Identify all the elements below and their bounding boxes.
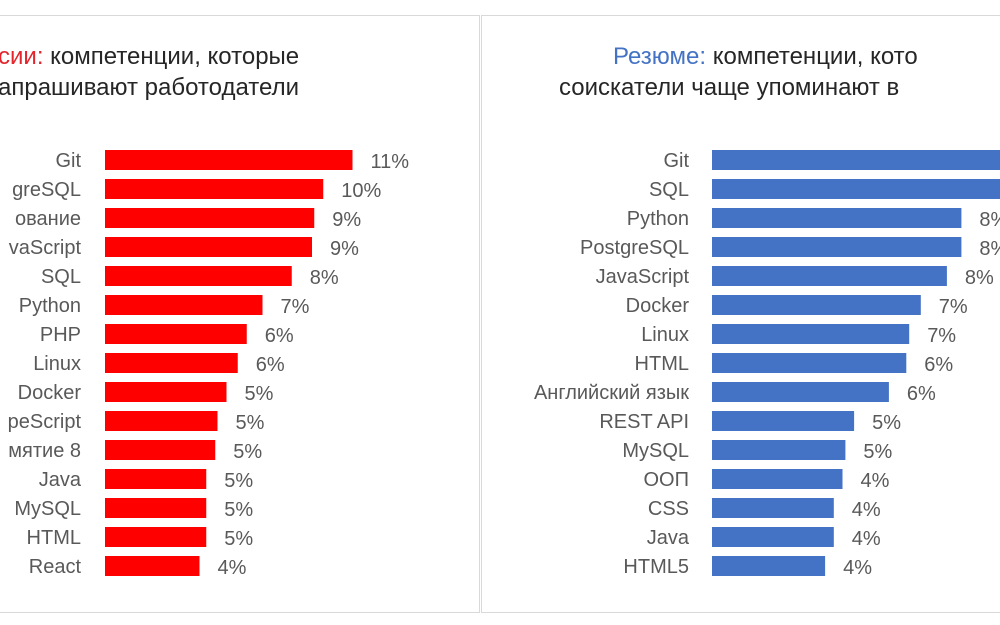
bar xyxy=(105,382,227,402)
value-label: 8% xyxy=(979,209,1000,231)
value-label: 7% xyxy=(939,296,968,318)
value-label: 8% xyxy=(310,267,339,289)
category-label: Java xyxy=(647,527,690,549)
category-label: Git xyxy=(663,150,689,172)
bar xyxy=(105,469,207,489)
value-label: 8% xyxy=(965,267,994,289)
category-label: CSS xyxy=(648,498,689,520)
bar xyxy=(105,440,216,460)
bar xyxy=(712,179,1000,199)
bar xyxy=(712,353,907,373)
right-chart-frame xyxy=(481,15,1000,613)
bar xyxy=(105,527,207,547)
category-label: Linux xyxy=(33,353,81,375)
category-label: HTML xyxy=(635,353,689,375)
category-label: мятие 8 xyxy=(8,440,81,462)
bar xyxy=(105,556,200,576)
value-label: 5% xyxy=(224,528,253,550)
bar xyxy=(105,295,263,315)
category-label: Git xyxy=(55,150,81,172)
category-label: Java xyxy=(39,469,82,491)
category-label: MySQL xyxy=(14,498,81,520)
category-label: ООП xyxy=(644,469,690,491)
value-label: 5% xyxy=(236,412,265,434)
value-label: 4% xyxy=(852,499,881,521)
category-label: MySQL xyxy=(622,440,689,462)
category-label: SQL xyxy=(649,179,689,201)
category-label: REST API xyxy=(599,411,689,433)
value-label: 7% xyxy=(281,296,310,318)
category-label: Docker xyxy=(626,295,690,317)
value-label: 6% xyxy=(907,383,936,405)
left-title-line2: апрашивают работодатели xyxy=(0,74,299,101)
value-label: 4% xyxy=(861,470,890,492)
value-label: 5% xyxy=(224,499,253,521)
category-label: greSQL xyxy=(12,179,81,201)
left-chart-frame xyxy=(0,15,480,613)
bar xyxy=(105,150,353,170)
right-title-line2: соискатели чаще упоминают в xyxy=(559,74,900,101)
category-label: Docker xyxy=(18,382,82,404)
right-chart-title: Резюме: компетенции, кото соискатели чащ… xyxy=(559,41,918,103)
bar xyxy=(712,208,962,228)
left-chart-title: сии: компетенции, которые апрашивают раб… xyxy=(0,41,299,103)
right-title-line1: компетенции, кото xyxy=(706,43,918,70)
bar xyxy=(105,266,292,286)
category-label: vaScript xyxy=(9,237,82,259)
value-label: 9% xyxy=(330,238,359,260)
value-label: 5% xyxy=(224,470,253,492)
value-label: 11% xyxy=(371,151,410,173)
bar xyxy=(105,498,207,518)
bar xyxy=(712,556,826,576)
value-label: 4% xyxy=(218,557,247,579)
category-label: React xyxy=(29,556,82,578)
value-label: 4% xyxy=(852,528,881,550)
right-title-accent: Резюме: xyxy=(613,43,707,70)
bar xyxy=(105,324,247,344)
value-label: 5% xyxy=(863,441,892,463)
category-label: Английский язык xyxy=(534,382,689,404)
bar xyxy=(712,469,843,489)
bar xyxy=(712,382,889,402)
bar xyxy=(105,353,238,373)
value-label: 5% xyxy=(245,383,274,405)
category-label: Python xyxy=(627,208,689,230)
value-label: 5% xyxy=(872,412,901,434)
left-title-line1: компетенции, которые xyxy=(43,43,300,70)
value-label: 7% xyxy=(927,325,956,347)
category-label: HTML5 xyxy=(623,556,689,578)
value-label: 10% xyxy=(341,180,381,202)
bar xyxy=(712,440,846,460)
category-label: PostgreSQL xyxy=(580,237,689,259)
category-label: SQL xyxy=(41,266,81,288)
bar xyxy=(712,411,855,431)
value-label: 6% xyxy=(256,354,285,376)
category-label: peScript xyxy=(8,411,82,433)
value-label: 4% xyxy=(843,557,872,579)
bar xyxy=(105,237,312,257)
category-label: ование xyxy=(15,208,81,230)
bar xyxy=(712,527,834,547)
bar xyxy=(712,266,947,286)
value-label: 8% xyxy=(979,238,1000,260)
category-label: HTML xyxy=(27,527,81,549)
bar xyxy=(712,498,834,518)
bar xyxy=(712,150,1000,170)
bar xyxy=(712,324,910,344)
left-title-accent: сии: xyxy=(0,43,44,70)
bar xyxy=(105,179,324,199)
category-label: Python xyxy=(19,295,81,317)
bar xyxy=(105,411,218,431)
category-label: Linux xyxy=(641,324,689,346)
value-label: 5% xyxy=(233,441,262,463)
value-label: 6% xyxy=(265,325,294,347)
category-label: PHP xyxy=(40,324,81,346)
bar xyxy=(712,237,962,257)
category-label: JavaScript xyxy=(596,266,690,288)
bar xyxy=(105,208,315,228)
bar xyxy=(712,295,921,315)
value-label: 9% xyxy=(332,209,361,231)
value-label: 6% xyxy=(924,354,953,376)
